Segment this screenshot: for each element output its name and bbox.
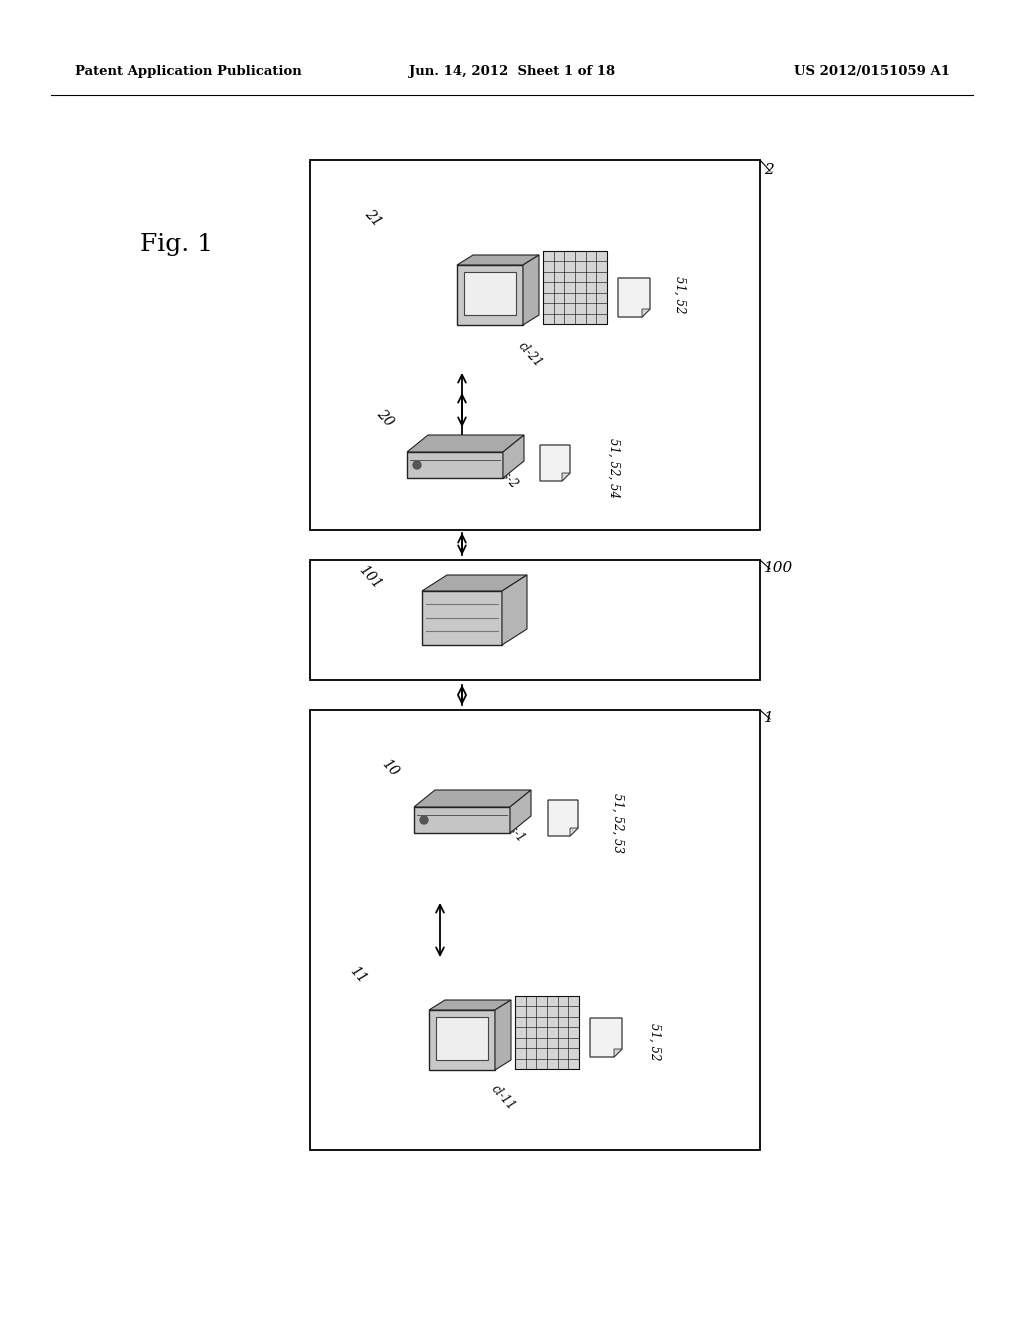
Text: 100: 100 [764, 561, 794, 576]
Polygon shape [540, 445, 570, 480]
Circle shape [420, 816, 428, 824]
Polygon shape [590, 1018, 622, 1057]
Text: 51, 52, 54: 51, 52, 54 [607, 438, 621, 498]
Text: 101: 101 [356, 562, 384, 591]
Bar [310, 160, 760, 531]
Polygon shape [614, 1049, 622, 1057]
Text: Fig. 1: Fig. 1 [140, 234, 213, 256]
Polygon shape [457, 255, 539, 265]
Text: cl-21: cl-21 [515, 339, 545, 371]
Circle shape [413, 461, 421, 469]
Polygon shape [562, 473, 570, 480]
Polygon shape [502, 576, 527, 645]
Text: 20: 20 [374, 407, 396, 429]
Polygon shape [642, 309, 650, 317]
Bar [310, 710, 760, 1150]
Polygon shape [515, 997, 579, 1069]
Polygon shape [422, 576, 527, 591]
Polygon shape [414, 789, 531, 807]
Polygon shape [429, 1001, 511, 1010]
Polygon shape [523, 255, 539, 325]
Text: rs-1: rs-1 [503, 818, 527, 845]
Text: 21: 21 [361, 207, 384, 230]
Text: 10: 10 [379, 756, 401, 779]
Text: 2: 2 [764, 162, 774, 177]
Polygon shape [464, 272, 516, 314]
Polygon shape [618, 279, 650, 317]
Bar [310, 560, 760, 680]
Text: 51, 52: 51, 52 [648, 1023, 662, 1061]
Text: 51, 52: 51, 52 [674, 276, 686, 314]
Polygon shape [510, 789, 531, 833]
Text: Jun. 14, 2012  Sheet 1 of 18: Jun. 14, 2012 Sheet 1 of 18 [409, 66, 615, 78]
Polygon shape [429, 1010, 495, 1071]
Text: 1: 1 [764, 711, 774, 725]
Polygon shape [495, 1001, 511, 1071]
Polygon shape [407, 451, 503, 478]
Text: Patent Application Publication: Patent Application Publication [75, 66, 302, 78]
Polygon shape [570, 828, 578, 836]
Text: cl-11: cl-11 [488, 1082, 518, 1113]
Polygon shape [457, 265, 523, 325]
Polygon shape [414, 807, 510, 833]
Text: 51, 52, 53: 51, 52, 53 [611, 793, 625, 853]
Polygon shape [543, 251, 607, 323]
Polygon shape [548, 800, 578, 836]
Polygon shape [407, 436, 524, 451]
Polygon shape [503, 436, 524, 478]
Text: US 2012/0151059 A1: US 2012/0151059 A1 [794, 66, 950, 78]
Text: rs-2: rs-2 [496, 465, 520, 491]
Polygon shape [422, 591, 502, 645]
Text: 11: 11 [347, 964, 369, 986]
Polygon shape [436, 1016, 488, 1060]
